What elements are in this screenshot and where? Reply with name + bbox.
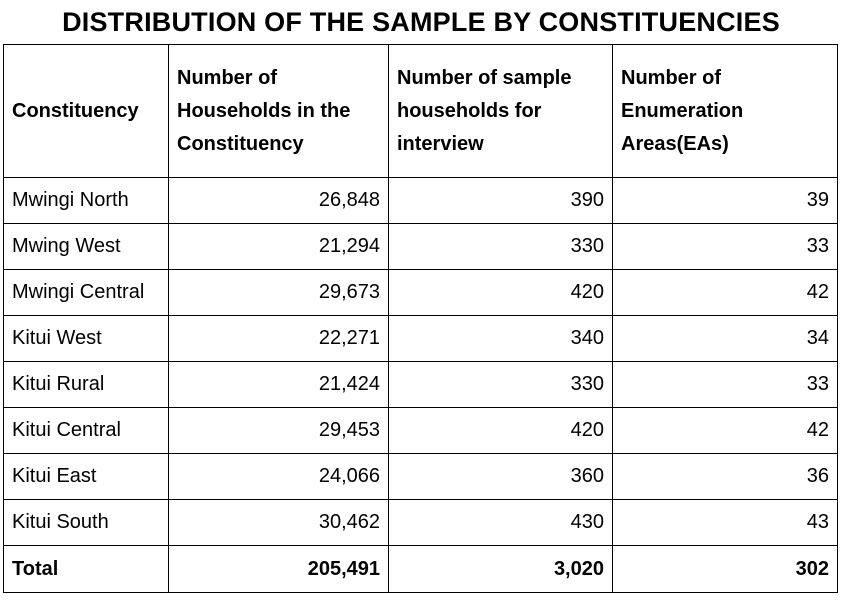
header-sample-households: Number of sample households for intervie… bbox=[388, 44, 613, 178]
cell-enumeration-areas: 43 bbox=[612, 499, 838, 546]
total-households: 205,491 bbox=[168, 545, 389, 593]
cell-households: 21,294 bbox=[168, 223, 389, 270]
total-row: Total 205,491 3,020 302 bbox=[3, 545, 838, 593]
table-row: Mwing West 21,294 330 33 bbox=[3, 223, 838, 270]
cell-constituency: Kitui Rural bbox=[3, 361, 169, 408]
header-enumeration-areas: Number of Enumeration Areas(EAs) bbox=[612, 44, 838, 178]
total-sample-households: 3,020 bbox=[388, 545, 613, 593]
cell-constituency: Mwingi Central bbox=[3, 269, 169, 316]
cell-sample-households: 420 bbox=[388, 269, 613, 316]
cell-households: 30,462 bbox=[168, 499, 389, 546]
cell-households: 26,848 bbox=[168, 177, 389, 224]
cell-constituency: Mwing West bbox=[3, 223, 169, 270]
cell-households: 24,066 bbox=[168, 453, 389, 500]
total-enumeration-areas: 302 bbox=[612, 545, 838, 593]
cell-households: 29,673 bbox=[168, 269, 389, 316]
cell-sample-households: 420 bbox=[388, 407, 613, 454]
total-label: Total bbox=[3, 545, 169, 593]
cell-sample-households: 330 bbox=[388, 361, 613, 408]
cell-households: 22,271 bbox=[168, 315, 389, 362]
cell-constituency: Kitui South bbox=[3, 499, 169, 546]
header-households: Number of Households in the Constituency bbox=[168, 44, 389, 178]
cell-households: 21,424 bbox=[168, 361, 389, 408]
cell-sample-households: 430 bbox=[388, 499, 613, 546]
cell-constituency: Kitui East bbox=[3, 453, 169, 500]
cell-sample-households: 360 bbox=[388, 453, 613, 500]
table-row: Kitui South 30,462 430 43 bbox=[3, 499, 838, 546]
table-row: Kitui Rural 21,424 330 33 bbox=[3, 361, 838, 408]
cell-enumeration-areas: 34 bbox=[612, 315, 838, 362]
cell-enumeration-areas: 42 bbox=[612, 407, 838, 454]
page-title: DISTRIBUTION OF THE SAMPLE BY CONSTITUEN… bbox=[62, 7, 780, 37]
table-row: Kitui Central 29,453 420 42 bbox=[3, 407, 838, 454]
cell-constituency: Kitui Central bbox=[3, 407, 169, 454]
cell-enumeration-areas: 33 bbox=[612, 361, 838, 408]
table-row: Mwingi Central 29,673 420 42 bbox=[3, 269, 838, 316]
cell-households: 29,453 bbox=[168, 407, 389, 454]
cell-sample-households: 390 bbox=[388, 177, 613, 224]
cell-enumeration-areas: 39 bbox=[612, 177, 838, 224]
cell-constituency: Mwingi North bbox=[3, 177, 169, 224]
cell-constituency: Kitui West bbox=[3, 315, 169, 362]
cell-enumeration-areas: 36 bbox=[612, 453, 838, 500]
cell-sample-households: 340 bbox=[388, 315, 613, 362]
cell-enumeration-areas: 33 bbox=[612, 223, 838, 270]
table-row: Mwingi North 26,848 390 39 bbox=[3, 177, 838, 224]
sample-distribution-table: Constituency Number of Households in the… bbox=[3, 44, 838, 593]
table-row: Kitui West 22,271 340 34 bbox=[3, 315, 838, 362]
cell-sample-households: 330 bbox=[388, 223, 613, 270]
header-constituency: Constituency bbox=[3, 44, 169, 178]
header-row: Constituency Number of Households in the… bbox=[3, 44, 838, 178]
cell-enumeration-areas: 42 bbox=[612, 269, 838, 316]
table-row: Kitui East 24,066 360 36 bbox=[3, 453, 838, 500]
